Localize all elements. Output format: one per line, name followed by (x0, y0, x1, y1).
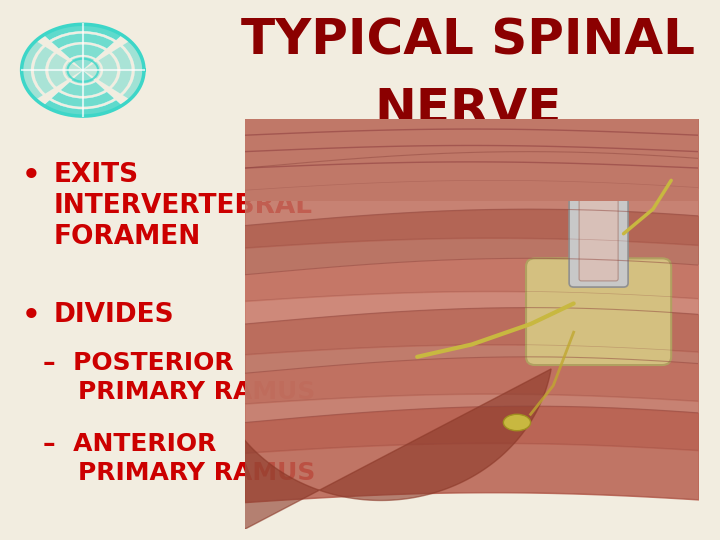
Text: NERVE: NERVE (374, 86, 562, 134)
Wedge shape (65, 62, 83, 79)
Wedge shape (34, 46, 54, 94)
Wedge shape (48, 53, 68, 87)
FancyBboxPatch shape (579, 129, 618, 281)
Wedge shape (71, 57, 94, 70)
Wedge shape (43, 100, 122, 116)
Wedge shape (98, 53, 117, 87)
Text: •: • (22, 162, 40, 190)
Wedge shape (83, 62, 101, 79)
Text: –  ANTERIOR
    PRIMARY RAMUS: – ANTERIOR PRIMARY RAMUS (43, 432, 315, 485)
Text: TYPICAL SPINAL: TYPICAL SPINAL (241, 16, 695, 64)
Text: •: • (22, 302, 40, 330)
FancyBboxPatch shape (569, 123, 628, 287)
Wedge shape (43, 24, 122, 40)
Ellipse shape (503, 414, 531, 431)
Wedge shape (122, 40, 144, 100)
Wedge shape (60, 44, 105, 59)
Wedge shape (60, 82, 105, 96)
FancyBboxPatch shape (526, 258, 671, 365)
Wedge shape (51, 92, 114, 107)
Polygon shape (211, 369, 551, 529)
Text: EXITS
INTERVERTEBRAL
FORAMEN: EXITS INTERVERTEBRAL FORAMEN (54, 162, 313, 250)
FancyBboxPatch shape (245, 98, 698, 201)
Text: –  POSTERIOR
    PRIMARY RAMUS: – POSTERIOR PRIMARY RAMUS (43, 351, 315, 404)
Wedge shape (71, 70, 94, 84)
Wedge shape (112, 46, 132, 94)
Text: DIVIDES: DIVIDES (54, 302, 175, 328)
Wedge shape (51, 33, 114, 49)
Wedge shape (22, 40, 43, 100)
